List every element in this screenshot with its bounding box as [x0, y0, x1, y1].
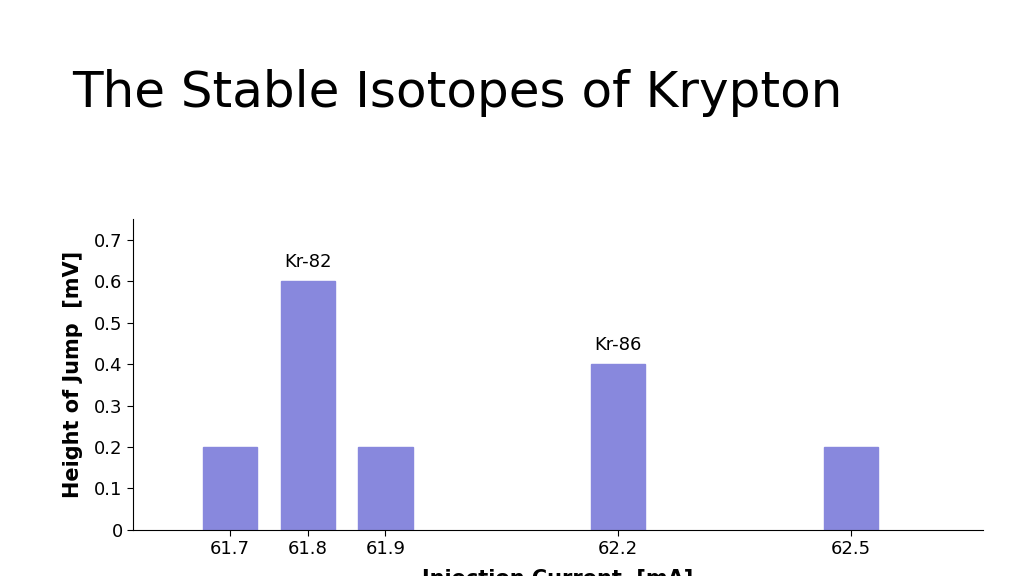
Text: Kr-82: Kr-82: [284, 253, 332, 271]
Bar: [281, 281, 335, 530]
Y-axis label: Height of Jump  [mV]: Height of Jump [mV]: [63, 251, 83, 498]
Bar: [591, 364, 645, 530]
Bar: [824, 447, 879, 530]
X-axis label: Injection Current  [mA]: Injection Current [mA]: [423, 570, 693, 576]
Bar: [358, 447, 413, 530]
Text: Kr-86: Kr-86: [595, 336, 642, 354]
Text: The Stable Isotopes of Krypton: The Stable Isotopes of Krypton: [72, 69, 842, 117]
Bar: [203, 447, 257, 530]
